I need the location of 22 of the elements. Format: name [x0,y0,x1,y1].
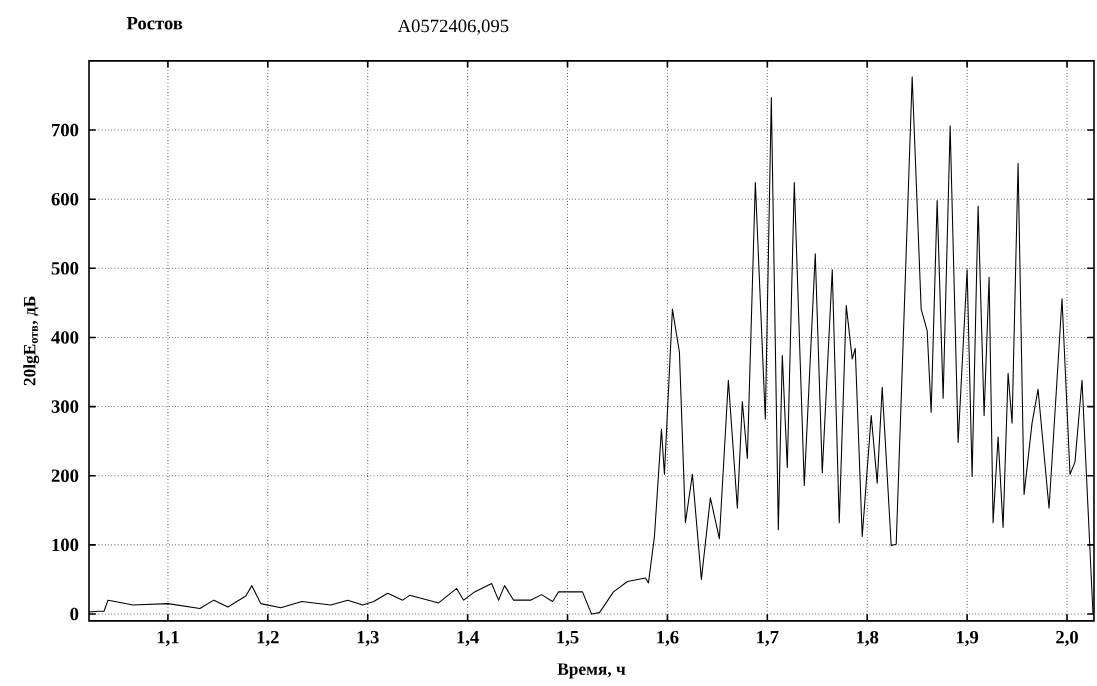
x-tick-label: 1,1 [157,630,179,647]
chart-subtitle: A0572406,095 [397,19,509,35]
y-tick-label: 500 [51,262,79,275]
x-tick-label: 1,4 [457,630,479,647]
x-tick-label: 1,9 [956,630,979,647]
y-axis-title: 20lgE$_{отв}$, дБ [23,296,40,386]
x-axis-title: Время, ч [557,663,626,679]
x-tick-label: 1,2 [257,630,279,647]
x-tick-label: 1,3 [357,630,379,647]
y-tick-label: 100 [52,538,79,552]
y-tick-label: 600 [51,192,79,206]
y-tick-label: 0 [70,607,79,621]
y-tick-label: 700 [52,123,79,137]
y-tick-label: 400 [51,331,79,344]
y-tick-label: 200 [51,469,79,483]
chart-title: Ростов [126,17,183,30]
x-tick-label: 1,5 [557,630,579,647]
x-tick-label: 1,8 [857,630,879,647]
x-tick-label: 2,0 [1056,630,1078,647]
y-tick-label: 300 [51,400,79,413]
x-tick-label: 1,6 [657,630,679,647]
x-tick-label: 1,7 [757,630,779,647]
